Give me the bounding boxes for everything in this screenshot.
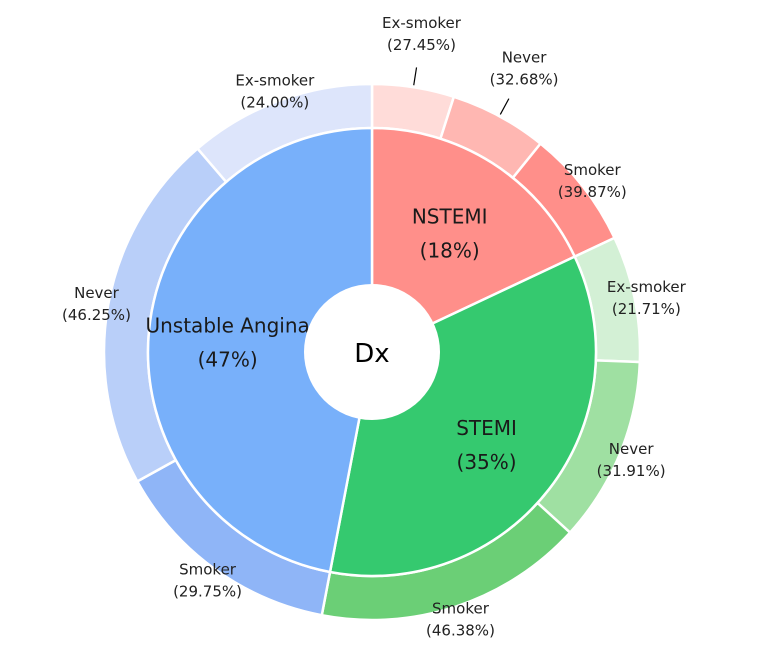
inner-pct-stemi: (35%) bbox=[457, 450, 517, 474]
outer-pct-unstable-angina-ex-smoker: (24.00%) bbox=[240, 93, 309, 111]
outer-pct-unstable-angina-smoker: (29.75%) bbox=[173, 583, 242, 601]
inner-label-unstable-angina: Unstable Angina bbox=[145, 313, 309, 337]
outer-label-nstemi-smoker: Smoker bbox=[564, 161, 622, 179]
outer-pct-stemi-ex-smoker: (21.71%) bbox=[612, 300, 681, 318]
inner-pct-nstemi: (18%) bbox=[420, 239, 480, 263]
inner-pct-unstable-angina: (47%) bbox=[198, 347, 258, 371]
outer-label-stemi-ex-smoker: Ex-smoker bbox=[607, 278, 687, 296]
leader-line-nstemi-ex-smoker bbox=[413, 67, 418, 86]
outer-pct-stemi-smoker: (46.38%) bbox=[426, 622, 495, 640]
outer-pct-nstemi-never: (32.68%) bbox=[490, 70, 559, 88]
outer-label-nstemi-ex-smoker: Ex-smoker bbox=[382, 14, 462, 32]
outer-label-stemi-never: Never bbox=[609, 440, 655, 458]
outer-label-unstable-angina-ex-smoker: Ex-smoker bbox=[235, 71, 315, 89]
outer-pct-stemi-never: (31.91%) bbox=[597, 462, 666, 480]
inner-label-nstemi: NSTEMI bbox=[412, 205, 488, 229]
outer-label-unstable-angina-never: Never bbox=[74, 284, 120, 302]
leader-line-nstemi-never bbox=[499, 98, 510, 115]
inner-label-stemi: STEMI bbox=[456, 416, 517, 440]
center-hole bbox=[304, 284, 440, 420]
outer-pct-nstemi-ex-smoker: (27.45%) bbox=[387, 36, 456, 54]
outer-label-nstemi-never: Never bbox=[502, 48, 548, 66]
inner-ring-labels: NSTEMI (18%) STEMI (35%) Unstable Angina (47%… bbox=[145, 205, 516, 474]
outer-ring-labels: Ex-smoker (27.45%) Never (32.68%) Smoker (39.… bbox=[62, 14, 687, 640]
outer-label-unstable-angina-smoker: Smoker bbox=[179, 561, 237, 579]
outer-pct-unstable-angina-never: (46.25%) bbox=[62, 306, 131, 324]
outer-label-stemi-smoker: Smoker bbox=[432, 600, 490, 618]
outer-pct-nstemi-smoker: (39.87%) bbox=[558, 183, 627, 201]
center-label: Dx bbox=[354, 339, 389, 369]
